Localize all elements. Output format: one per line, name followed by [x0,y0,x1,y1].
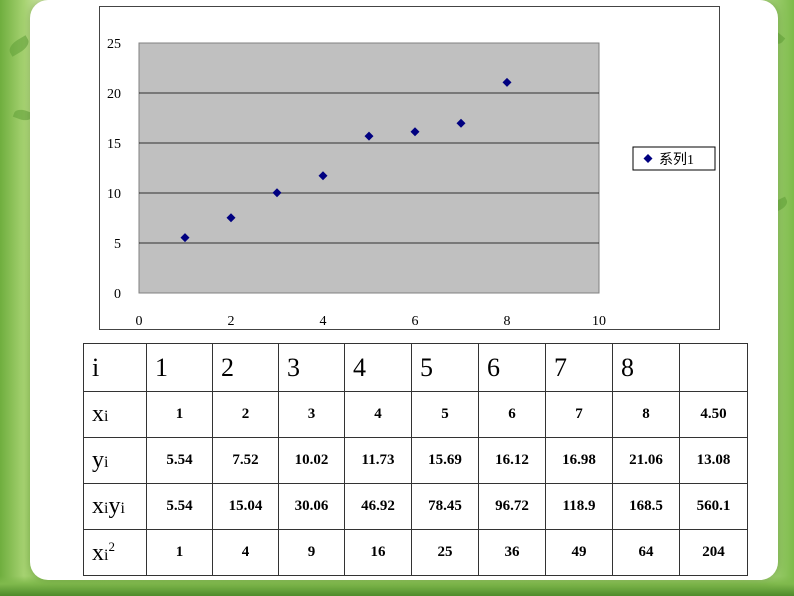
data-point [502,77,512,87]
scatter-chart: 0 5 10 15 20 25 0 2 4 6 8 10 系列1 [107,37,716,329]
table-cell: 64 [612,529,680,576]
header-cell: 2 [212,343,279,392]
table-row: xiyi 5.54 15.04 30.06 46.92 78.45 96.72 … [83,483,748,530]
table-cell: 118.9 [545,483,613,530]
table-cell: 25 [411,529,479,576]
row-label-subscript: i [104,500,109,517]
row-label-subscript: i [104,454,109,471]
y-tick-label: 0 [114,287,121,302]
table-cell: 16 [344,529,412,576]
x-tick-label: 8 [504,314,511,329]
row-label-superscript: 2 [108,538,115,554]
table-cell: 46.92 [344,483,412,530]
table-cell: 1 [146,391,213,438]
table-row: xi 1 2 3 4 5 6 7 8 4.50 [83,391,748,438]
data-point [456,118,466,128]
table-cell: 204 [679,529,748,576]
legend-label: 系列1 [659,152,694,168]
chart-area: 0 5 10 15 20 25 0 2 4 6 8 10 系列1 [99,6,720,330]
header-cell: 8 [612,343,680,392]
table-cell: 560.1 [679,483,748,530]
table-cell: 49 [545,529,613,576]
data-point [272,188,282,198]
x-tick-label: 0 [136,314,143,329]
table-row: yi 5.54 7.52 10.02 11.73 15.69 16.12 16.… [83,437,748,484]
legend-marker [643,154,653,163]
header-cell: 3 [278,343,345,392]
table-cell: 5.54 [146,437,213,484]
x-tick-label: 6 [412,314,419,329]
table-cell: 11.73 [344,437,412,484]
y-tick-label: 20 [107,87,121,102]
row-label-main: y [108,493,121,519]
header-cell: i [83,343,147,392]
header-cell: 4 [344,343,412,392]
bottom-foliage-decoration [0,576,794,596]
header-cell: 1 [146,343,213,392]
header-cell: 7 [545,343,613,392]
table-cell: 9 [278,529,345,576]
data-point [318,171,328,181]
y-tick-label: 5 [114,237,121,252]
table-cell: 5 [411,391,479,438]
table-cell: 30.06 [278,483,345,530]
row-label: yi [83,437,147,484]
plot-area [138,42,600,294]
legend-box [632,146,716,171]
table-cell: 36 [478,529,546,576]
table-cell: 96.72 [478,483,546,530]
table-cell: 5.54 [146,483,213,530]
data-point [364,131,374,141]
x-tick-label: 2 [228,314,235,329]
row-label-main: x [92,401,104,427]
row-label-subscript: i [104,546,109,564]
x-tick-label: 10 [592,314,606,329]
table-row: xi2 1 4 9 16 25 36 49 64 204 [83,529,748,576]
table-cell: 15.69 [411,437,479,484]
table-cell: 15.04 [212,483,279,530]
table-cell: 4 [212,529,279,576]
row-label-subscript: i [120,500,125,517]
header-cell [679,343,748,392]
table-cell: 7.52 [212,437,279,484]
y-tick-label: 10 [107,187,121,202]
table-cell: 4 [344,391,412,438]
table-cell: 13.08 [679,437,748,484]
table-cell: 3 [278,391,345,438]
data-point [180,233,190,243]
row-label: xiyi [83,483,147,530]
row-label: xi [83,391,147,438]
row-label-subscript: i [104,408,109,425]
data-table: i 1 2 3 4 5 6 7 8 xi 1 2 3 4 5 6 7 8 4.5… [83,343,748,576]
row-label-main: x [92,493,104,519]
y-tick-label: 25 [107,37,121,52]
table-cell: 16.98 [545,437,613,484]
table-cell: 10.02 [278,437,345,484]
table-cell: 1 [146,529,213,576]
table-cell: 16.12 [478,437,546,484]
table-cell: 7 [545,391,613,438]
x-tick-label: 4 [320,314,327,329]
data-point [410,127,420,137]
y-tick-label: 15 [107,137,121,152]
table-cell: 2 [212,391,279,438]
table-cell: 78.45 [411,483,479,530]
table-header-row: i 1 2 3 4 5 6 7 8 [83,343,748,392]
header-cell: 5 [411,343,479,392]
table-cell: 4.50 [679,391,748,438]
row-label-main: x [92,539,104,566]
table-cell: 168.5 [612,483,680,530]
table-cell: 8 [612,391,680,438]
table-cell: 21.06 [612,437,680,484]
row-label-main: y [92,447,104,473]
table-cell: 6 [478,391,546,438]
header-cell: 6 [478,343,546,392]
row-label: xi2 [83,529,147,576]
data-point [226,213,236,223]
